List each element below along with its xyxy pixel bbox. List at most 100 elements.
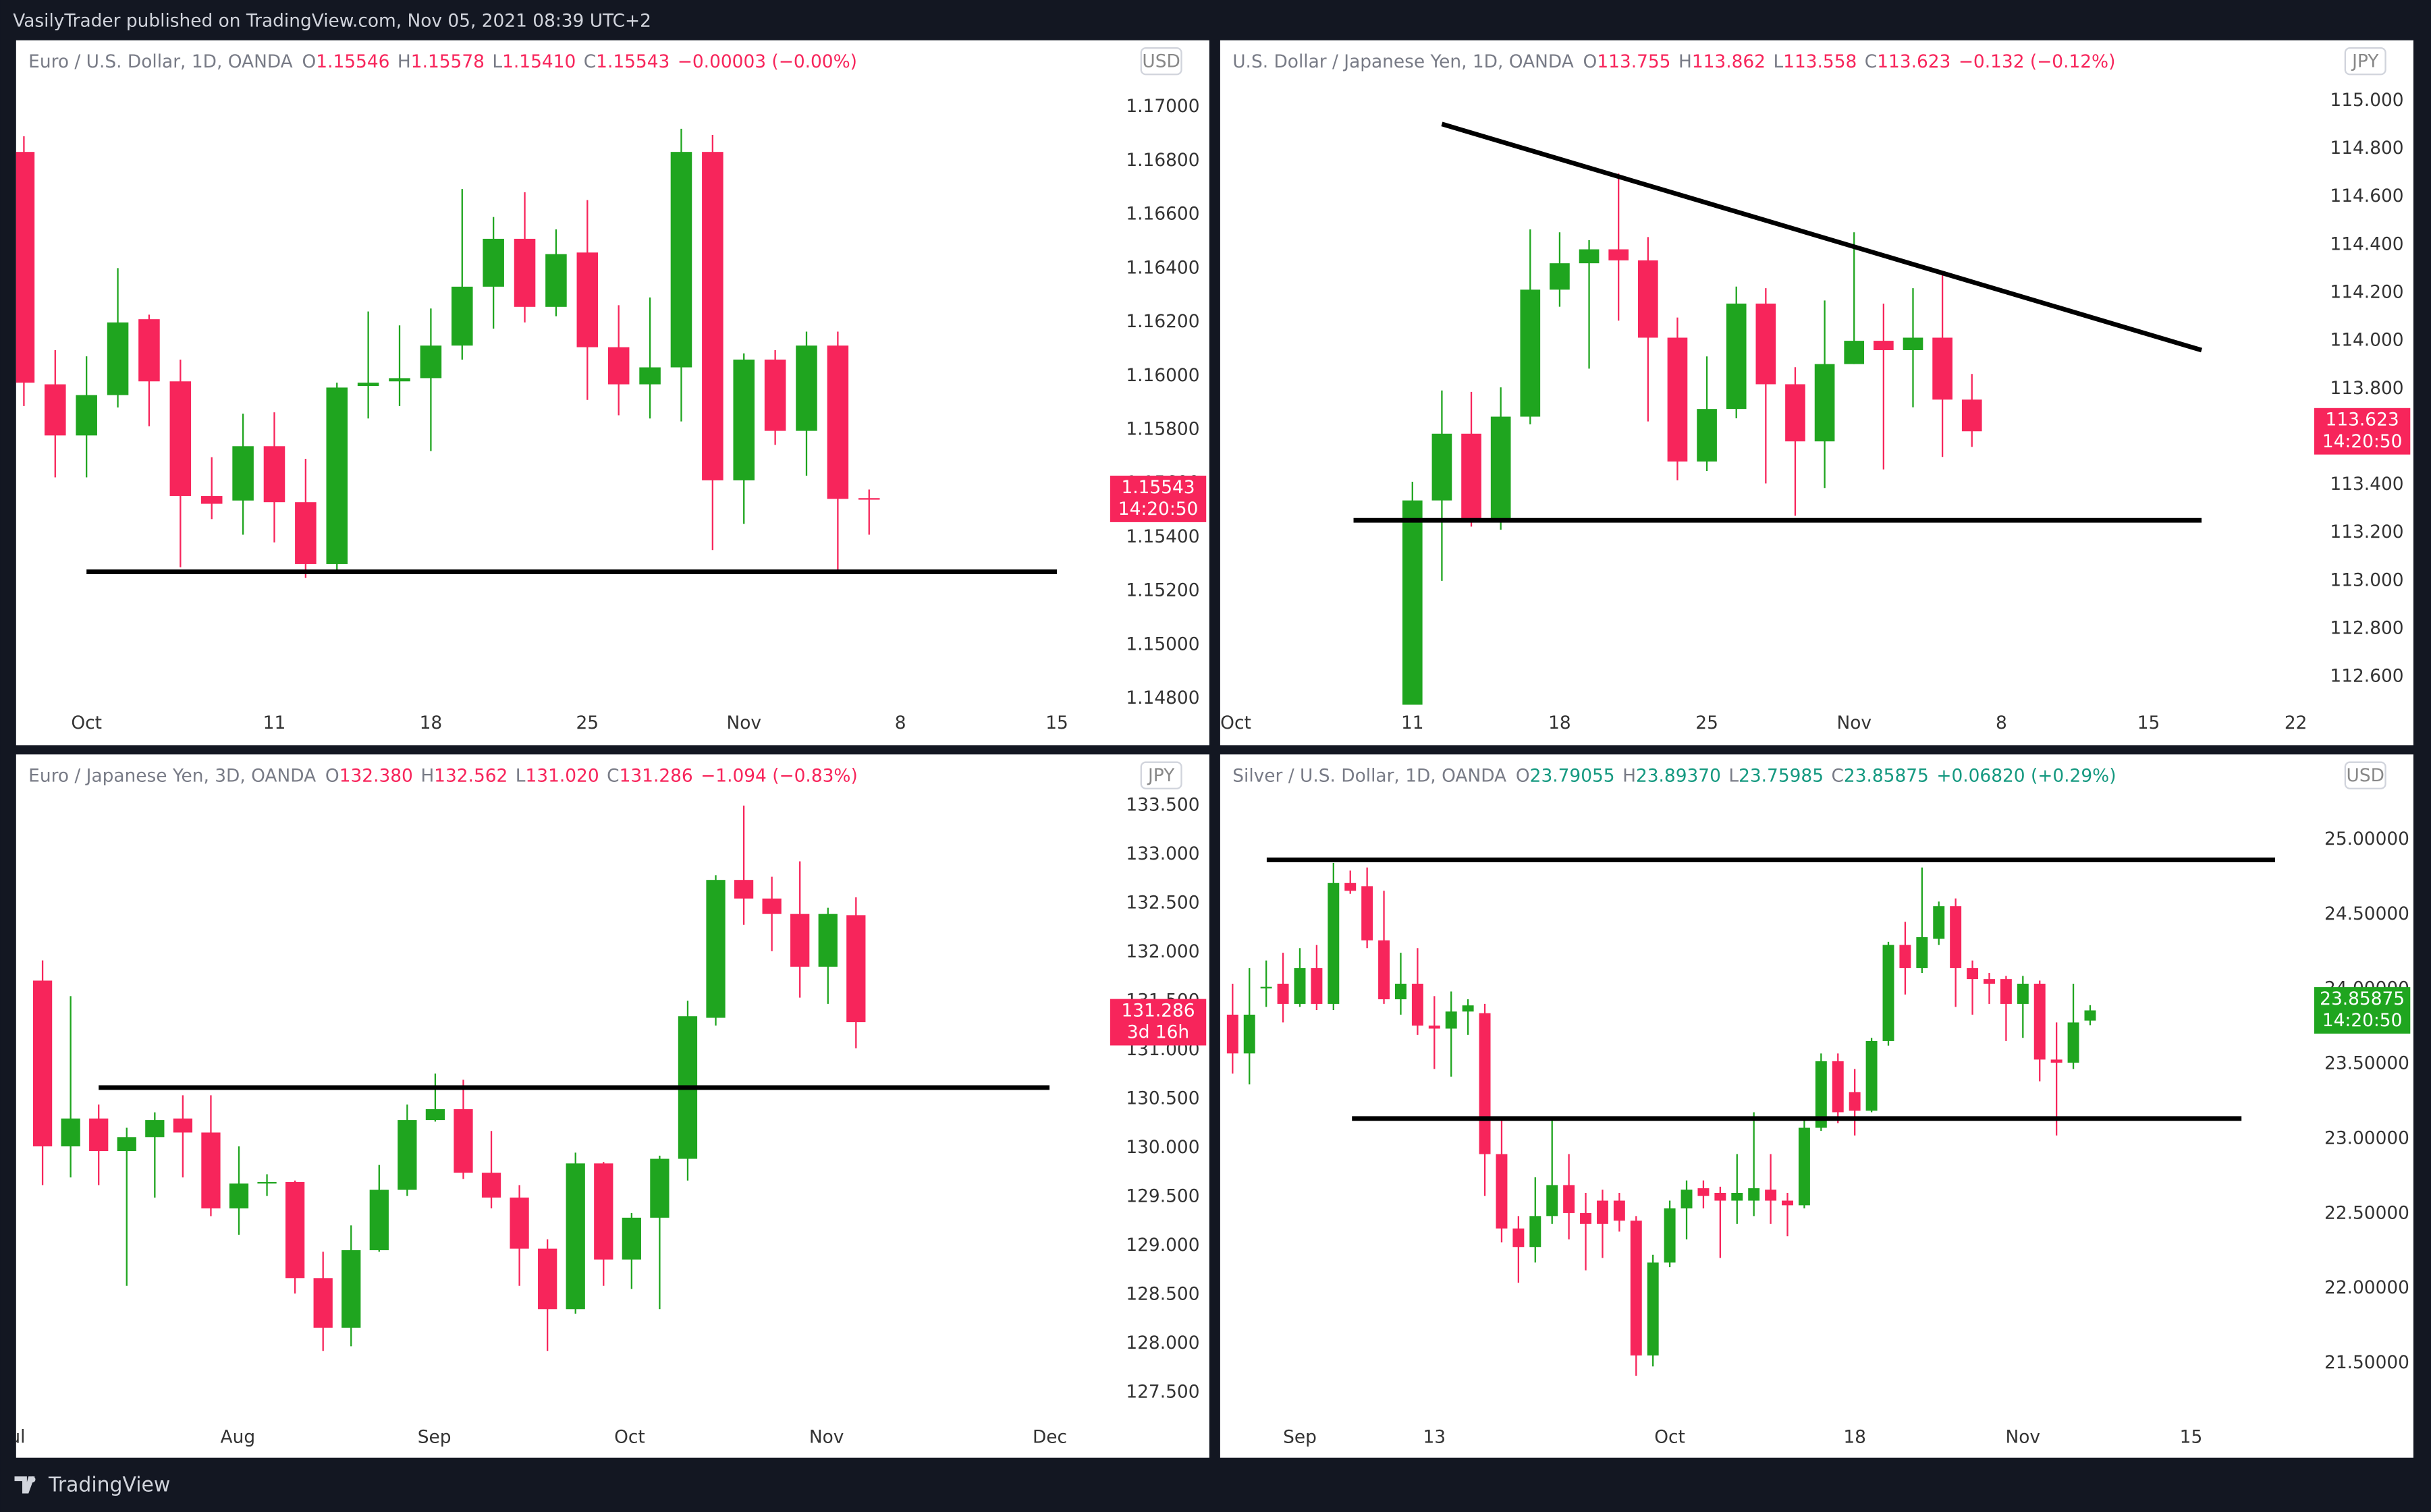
candle-body	[1277, 983, 1289, 1004]
ohlc-value: 1.15543	[596, 51, 670, 72]
candle-body	[827, 345, 849, 499]
plot-area	[1226, 857, 2276, 1376]
y-tick-label: 113.200	[2330, 522, 2403, 542]
symbol-name: Euro / U.S. Dollar, 1D, OANDA	[28, 51, 293, 72]
price-tag	[1110, 999, 1207, 1046]
publish-header: VasilyTrader published on TradingView.co…	[13, 11, 651, 32]
candle-body	[1899, 945, 1911, 968]
chart-panel: Oct 11 18 25 Nov 8 15 22 112.600 112.800 113.000 11…	[1220, 40, 2413, 746]
currency-label: JPY	[1147, 765, 1175, 786]
candle-body	[1479, 1013, 1491, 1154]
y-tick-label: 23.00000	[2324, 1127, 2409, 1148]
candle-body	[594, 1163, 613, 1260]
price-tag-value: 23.85875	[2320, 988, 2405, 1009]
ohlc-key: L	[1728, 765, 1739, 786]
y-tick-label: 128.000	[1126, 1333, 1199, 1353]
x-tick-label: 11	[263, 712, 286, 733]
y-tick-label: 129.500	[1126, 1186, 1199, 1207]
x-tick-label: 15	[2180, 1426, 2203, 1447]
y-tick-label: 130.000	[1126, 1137, 1199, 1158]
candle-body	[1731, 1192, 1743, 1201]
y-tick-label: 1.16400	[1126, 257, 1199, 278]
candle-body	[420, 345, 442, 379]
y-tick-label: 1.14800	[1126, 688, 1199, 708]
axes: Sep 13 Oct 18 Nov 15 21.50000 22.00000 22.50000 2…	[1283, 761, 2411, 1447]
candle-body	[639, 367, 661, 385]
candle-body	[263, 446, 285, 503]
y-tick-label: 114.200	[2330, 281, 2403, 302]
candle-body	[733, 359, 755, 480]
ohlc-value: 1.15410	[502, 51, 576, 72]
candle-body	[107, 322, 129, 395]
axes: Oct 11 18 25 Nov 8 15 22 112.600 112.800 113.000 11…	[1220, 47, 2411, 733]
y-tick-label: 1.15200	[1126, 580, 1199, 601]
symbol-name: Euro / Japanese Yen, 3D, OANDA	[28, 765, 316, 786]
y-tick-label: 115.000	[2330, 90, 2403, 111]
y-tick-label: 114.600	[2330, 186, 2403, 206]
price-change: +0.06820 (+0.29%)	[1936, 765, 2116, 786]
candle-body	[1402, 500, 1423, 705]
candle-body	[650, 1158, 670, 1218]
candle-body	[398, 1120, 417, 1190]
symbol-name: U.S. Dollar / Japanese Yen, 1D, OANDA	[1232, 51, 1574, 72]
ohlc-key: H	[420, 765, 434, 786]
candle-body	[229, 1183, 249, 1209]
candle-body	[117, 1137, 136, 1152]
candle-body	[1916, 937, 1928, 968]
price-tag-value: 131.286	[1121, 1000, 1195, 1021]
y-tick-label: 114.800	[2330, 138, 2403, 159]
candle-body	[89, 1118, 109, 1152]
candle-body	[1613, 1200, 1625, 1221]
x-tick-label: 22	[2285, 712, 2307, 733]
candle-body	[1815, 1061, 1827, 1128]
y-tick-label: 130.500	[1126, 1088, 1199, 1109]
plot-area	[32, 805, 1050, 1351]
x-tick-label: 25	[1695, 712, 1718, 733]
y-tick-label: 114.000	[2330, 330, 2403, 351]
candle-body	[32, 980, 53, 1147]
candle-body	[1512, 1228, 1525, 1248]
candle-body	[1294, 968, 1306, 1004]
price-tag-value: 1.15543	[1121, 477, 1195, 498]
candle-body	[1874, 341, 1894, 350]
candle-body	[2084, 1010, 2096, 1021]
candle-body	[1967, 968, 1979, 980]
y-tick-label: 133.500	[1126, 794, 1199, 815]
candle-body	[1579, 249, 1600, 264]
candle-body	[818, 914, 838, 967]
candle-body	[1630, 1221, 1642, 1356]
x-tick-label: 8	[1996, 712, 2007, 733]
y-tick-label: 112.600	[2330, 666, 2403, 687]
candle-body	[846, 915, 866, 1023]
y-tick-label: 1.15400	[1126, 526, 1199, 547]
candle-body	[257, 1181, 277, 1184]
candle-body	[1428, 1026, 1440, 1029]
footer-brand[interactable]: TradingView	[48, 1473, 170, 1496]
price-tag-timer: 14:20:50	[2322, 1010, 2403, 1031]
candle-body	[1844, 341, 1865, 364]
candle-body	[607, 347, 630, 385]
candle-body	[514, 238, 536, 307]
ohlc-value: 113.862	[1692, 51, 1766, 72]
ohlc-value: 113.623	[1877, 51, 1950, 72]
price-tag	[1110, 476, 1207, 522]
currency-badge	[1140, 47, 1182, 76]
y-tick-label: 114.400	[2330, 233, 2403, 254]
plot-area	[16, 128, 1058, 578]
y-tick-label: 1.16200	[1126, 311, 1199, 332]
currency-badge	[2344, 47, 2386, 76]
candle-body	[16, 152, 35, 383]
candle-body	[1667, 337, 1688, 462]
price-tag-timer: 14:20:50	[1118, 499, 1199, 520]
candle-body	[1697, 409, 1717, 462]
candle-body	[1563, 1185, 1575, 1213]
symbol-legend: Euro / U.S. Dollar, 1D, OANDA O1.15546 H1.…	[28, 51, 857, 72]
ohlc-key: L	[516, 765, 526, 786]
candle-body	[285, 1181, 305, 1279]
candle-body	[232, 446, 254, 501]
y-tick-label: 25.00000	[2324, 829, 2409, 849]
candle-body	[576, 252, 599, 347]
candle-body	[1932, 337, 1952, 400]
candle-body	[483, 238, 504, 287]
ohlc-value: 113.558	[1783, 51, 1857, 72]
